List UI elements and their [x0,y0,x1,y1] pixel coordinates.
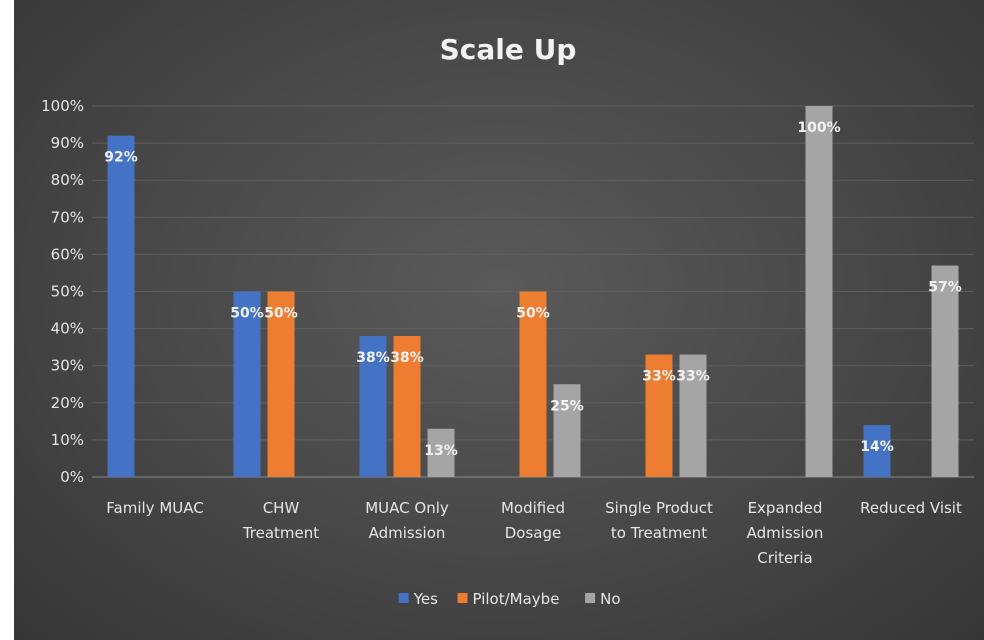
legend-swatch [457,593,468,603]
bar-pilot-maybe [645,354,673,477]
y-tick-label: 0% [60,468,84,486]
legend-swatch [585,593,596,603]
bars [107,106,959,477]
y-tick-label: 70% [51,208,84,226]
data-label: 13% [424,443,458,459]
legend-label: No [600,590,620,608]
data-label: 33% [642,369,676,385]
data-label: 38% [390,350,424,366]
bar-yes [863,425,891,477]
bar-no [931,265,959,477]
bar-pilot-maybe [519,291,547,477]
category-label: Reduced Visit [860,499,962,517]
y-tick-label: 90% [51,134,84,152]
chart-svg: Scale Up 0% 10% 20% 30% 40% 50% 60% 70% 80% 90% 10… [41,33,974,608]
bar-no [679,354,707,477]
category-label: MUAC Only Admission [365,499,449,542]
category-label: Single Product to Treatment [605,499,713,542]
bar-pilot-maybe [393,336,421,477]
y-axis-tick-labels: 0% 10% 20% 30% 40% 50% 60% 70% 80% 90% 100% [41,97,84,486]
bar-no [805,106,833,477]
data-label: 50% [264,306,298,322]
y-tick-label: 50% [51,283,84,301]
y-tick-label: 20% [51,394,84,412]
data-label: 50% [230,306,264,322]
category-labels: Family MUAC CHW Treatment MUAC Only Admissio… [106,499,962,567]
bar-pilot-maybe [267,291,295,477]
y-tick-label: 30% [51,357,84,375]
y-tick-label: 100% [41,97,84,115]
chart-panel: Scale Up 0% 10% 20% 30% 40% 50% 60% 70% 80% 90% 10… [14,0,984,640]
bar-yes [359,336,387,477]
y-tick-label: 60% [51,245,84,263]
chart-title: Scale Up [440,33,577,66]
data-label: 38% [356,350,390,366]
y-tick-label: 80% [51,171,84,189]
category-label: Expanded Admission Criteria [747,499,824,567]
data-label: 92% [104,150,138,166]
bar-no [427,428,455,477]
data-label: 57% [928,280,962,296]
legend-label: Pilot/Maybe [473,590,560,608]
data-label: 25% [550,398,584,414]
data-label: 50% [516,306,550,322]
data-label: 33% [676,369,710,385]
category-label: CHW Treatment [242,499,319,542]
bar-yes [107,135,135,477]
category-label: Modified Dosage [501,499,565,542]
y-tick-label: 10% [51,431,84,449]
bar-yes [233,291,261,477]
legend-label: Yes [413,590,438,608]
bar-no [553,384,581,477]
data-label: 100% [797,120,840,136]
y-tick-label: 40% [51,320,84,338]
data-label: 14% [860,439,894,455]
category-label: Family MUAC [106,499,203,517]
data-labels: 92%50% 50%38% 38%13%50%25%33% 33%100%14%57% [104,120,962,459]
legend-swatch [398,593,409,603]
legend: Yes Pilot/Maybe No [398,590,621,608]
